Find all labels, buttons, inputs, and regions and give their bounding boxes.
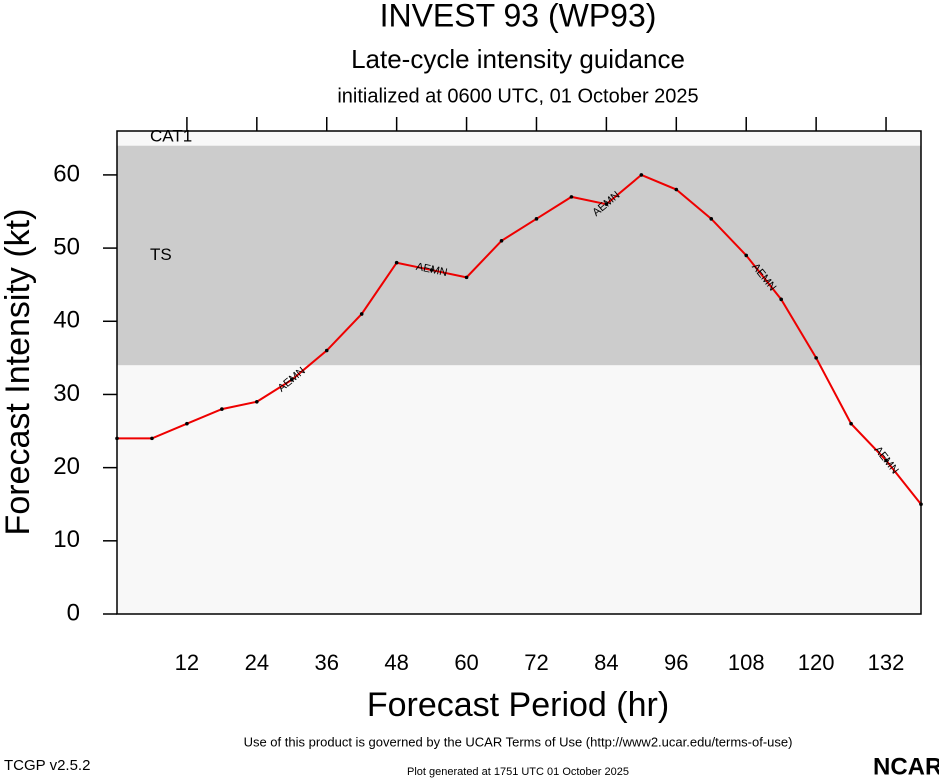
point: [639, 173, 644, 177]
point: [674, 187, 679, 192]
chart-title: INVEST 93 (WP93): [380, 0, 657, 33]
point: [919, 502, 923, 507]
point: [429, 268, 434, 272]
plot-frame: [116, 130, 922, 615]
y-tick-label: 30: [53, 380, 80, 407]
x-tick-label: 120: [798, 650, 835, 675]
x-tick-label: 12: [175, 650, 199, 675]
point: [569, 195, 574, 199]
point: [255, 399, 259, 404]
version-text: TCGP v2.5.2: [4, 757, 90, 774]
terms-text: Use of this product is governed by the U…: [244, 734, 793, 749]
x-axis-label: Forecast Period (hr): [367, 686, 669, 724]
point: [709, 217, 714, 221]
band: [117, 145, 921, 366]
logo: NCAR: [873, 753, 939, 780]
x-tick-label: 84: [594, 650, 618, 675]
x-tick-label: 60: [454, 650, 478, 675]
generated-text: Plot generated at 1751 UTC 01 October 20…: [407, 766, 629, 778]
point: [849, 421, 853, 426]
point: [220, 407, 224, 411]
point: [359, 312, 364, 316]
point: [394, 260, 399, 265]
point: [150, 436, 154, 441]
y-tick-label: 40: [53, 307, 80, 334]
y-tick-label: 0: [67, 599, 80, 626]
point: [499, 238, 504, 243]
point: [604, 202, 609, 206]
point: [884, 458, 888, 463]
band: [117, 131, 921, 146]
point: [289, 378, 294, 382]
line: [117, 173, 922, 505]
x-tick-label: 96: [664, 650, 688, 675]
point: [464, 275, 469, 280]
x-tick-label: 132: [868, 650, 905, 675]
y-tick-label: 20: [53, 453, 80, 480]
init-text: initialized at 0600 UTC, 01 October 2025: [337, 85, 698, 107]
x-tick-label: 24: [245, 650, 269, 675]
y-tick-label: 50: [53, 233, 80, 260]
point: [534, 217, 539, 221]
x-tick-label: 108: [728, 650, 765, 675]
y-tick-label: 60: [53, 160, 80, 187]
point: [814, 356, 818, 360]
point: [185, 421, 189, 426]
band-label: CAT1: [150, 126, 192, 145]
x-tick-label: 48: [384, 650, 408, 675]
chart-subtitle: Late-cycle intensity guidance: [351, 44, 685, 74]
y-axis-label: Forecast Intensity (kt): [0, 209, 37, 536]
x-tick-label: 72: [524, 650, 548, 675]
point: [779, 297, 783, 302]
x-tick-label: 36: [314, 650, 338, 675]
point: [324, 348, 329, 353]
point: [115, 436, 119, 441]
point: [744, 253, 749, 258]
y-tick-label: 10: [53, 526, 80, 553]
band-label: TS: [150, 245, 172, 264]
